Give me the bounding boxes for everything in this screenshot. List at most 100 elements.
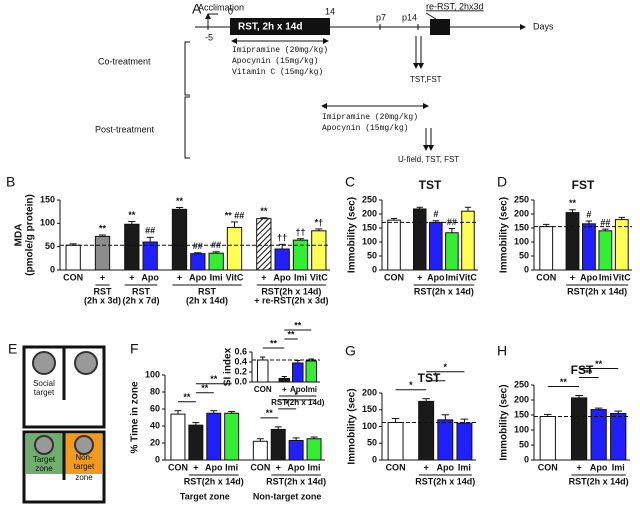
bar	[226, 227, 243, 271]
y-tick-label: 100	[514, 424, 529, 434]
bar	[387, 219, 401, 271]
y-tick-label: 250	[514, 194, 529, 204]
y-tick-label: 200	[362, 208, 377, 218]
arena-label: Social	[33, 379, 55, 388]
significance-marker: ##	[145, 226, 155, 236]
mesh-cage	[34, 435, 54, 455]
y-axis-label: Immobility (sec)	[347, 388, 358, 464]
bar	[582, 223, 596, 271]
significance-marker: ** ##	[225, 210, 245, 220]
bar	[614, 219, 629, 271]
arena: E Social target Target zone Non- target …	[8, 341, 106, 504]
x-tick-label: Imi	[210, 272, 223, 282]
y-tick-label: 0	[50, 264, 55, 274]
x-tick-label: Imi	[612, 462, 625, 472]
bar	[437, 419, 454, 461]
bar	[270, 428, 286, 461]
significance-label: **	[294, 320, 302, 330]
arena-label: zone	[35, 464, 53, 473]
y-tick-label: 40	[150, 420, 160, 430]
y-tick-label: 150	[362, 404, 377, 414]
y-axis-label: (pmole/g protein)	[25, 194, 36, 276]
bar	[170, 413, 186, 461]
x-tick-label: +	[576, 462, 581, 472]
bar	[598, 230, 613, 271]
mesh-cage	[74, 351, 98, 375]
bar	[208, 252, 224, 271]
significance-marker: **	[569, 198, 577, 208]
x-tick-label: +	[129, 272, 134, 282]
group-label: RST(2h x 14d)	[414, 286, 474, 296]
significance-label: **	[266, 408, 274, 418]
bar	[142, 241, 158, 271]
x-tick-label: Apo	[205, 462, 223, 472]
y-tick-label: 150	[362, 222, 377, 232]
x-tick-label: Apo	[290, 385, 306, 394]
significance-label: *	[444, 362, 448, 372]
group-label: RST(2h x 14d)	[415, 476, 475, 486]
mesh-cage	[32, 351, 56, 375]
bar	[429, 221, 443, 271]
x-tick-label: VitC	[613, 272, 631, 282]
y-axis-label: MDA	[14, 224, 25, 247]
day-label: 14	[325, 6, 335, 16]
y-axis-label: % Time in zone	[130, 381, 141, 453]
y-tick-label: 0.4	[234, 356, 247, 366]
x-tick-label: Apo	[427, 272, 445, 282]
drug: Imipramine (20mg/kg)	[232, 46, 328, 55]
bar	[418, 400, 435, 461]
significance-label: *	[285, 399, 289, 409]
x-tick-label: Apo	[437, 462, 455, 472]
arena-label: Target	[33, 455, 56, 464]
tests: TST,FST	[410, 75, 442, 84]
panel-letter: B	[6, 174, 15, 190]
bar	[445, 232, 459, 271]
x-tick-label: Apo	[141, 272, 159, 282]
significance-label: **	[210, 374, 218, 384]
y-tick-label: 0	[524, 454, 529, 464]
y-axis-label: Immobility (sec)	[499, 384, 510, 460]
significance-label: **	[183, 392, 191, 402]
y-tick-label: 100	[362, 236, 377, 246]
significance-marker: #	[586, 209, 591, 219]
group-label: RST(2h x 14d)	[569, 476, 629, 486]
x-tick-label: Apo	[287, 462, 305, 472]
significance-marker: ††	[277, 233, 287, 243]
x-tick-label: CON	[254, 385, 272, 394]
x-tick-label: Imi	[599, 272, 612, 282]
panel-letter: H	[497, 343, 507, 359]
x-tick-label: Imi	[305, 385, 317, 394]
chart-title: FST	[572, 178, 595, 192]
bracket	[184, 96, 190, 159]
bar	[252, 440, 268, 461]
y-tick-label: 250	[362, 194, 377, 204]
drug: Apocynin (15mg/kg)	[322, 124, 408, 133]
bar	[305, 360, 318, 383]
y-tick-label: 0.2	[234, 366, 247, 376]
y-tick-label: 50	[519, 250, 529, 260]
x-tick-label: CON	[536, 272, 556, 282]
bar	[539, 226, 554, 271]
bar	[190, 253, 206, 271]
panel-letter: C	[345, 174, 355, 190]
bar	[570, 397, 588, 461]
rst-box-label: RST, 2h x 14d	[238, 22, 302, 33]
x-tick-label: +	[177, 272, 182, 282]
y-tick-label: 200	[362, 387, 377, 397]
x-tick-label: Imi	[458, 462, 471, 472]
bar	[461, 210, 475, 271]
acclimation-label: Acclimation	[198, 2, 244, 12]
bar	[94, 235, 111, 271]
x-tick-label: +	[282, 385, 287, 394]
significance-label: **	[288, 329, 296, 339]
rerst-box	[430, 19, 450, 35]
significance-marker: ##	[193, 241, 203, 251]
y-axis-label: SI index	[223, 347, 234, 386]
timeline: A Acclimation -5 0 RST, 2h x 14d 14 p7 p…	[95, 1, 554, 164]
significance-label: **	[270, 338, 278, 348]
y-tick-label: 200	[514, 208, 529, 218]
significance-marker: **	[128, 210, 136, 220]
bar	[206, 412, 222, 461]
cotreatment-label: Co-treatment	[98, 56, 151, 66]
bar	[292, 362, 304, 383]
